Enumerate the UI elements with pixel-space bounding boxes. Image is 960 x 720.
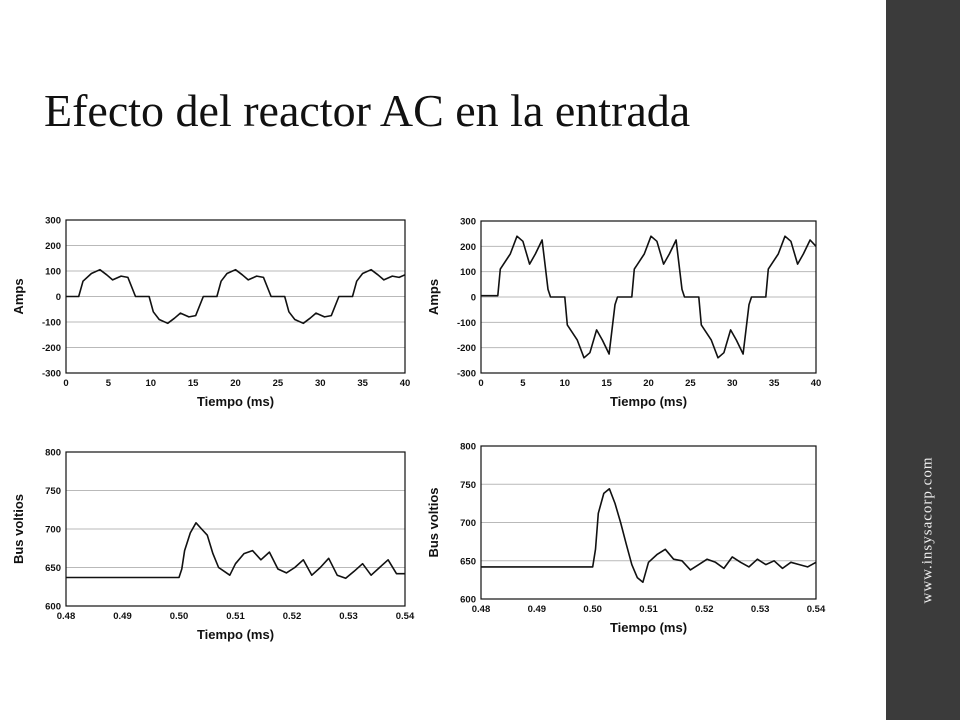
y-axis-label: Amps [11, 278, 26, 314]
slide-title: Efecto del reactor AC en la entrada [44, 85, 691, 136]
y-tick-label: 300 [45, 216, 61, 227]
y-tick-label: 800 [460, 442, 476, 453]
x-tick-label: 0.50 [170, 611, 189, 622]
x-tick-label: 15 [601, 378, 612, 389]
x-tick-label: 0.53 [339, 611, 358, 622]
x-axis-label: Tiempo (ms) [610, 620, 687, 635]
x-tick-label: 10 [559, 378, 570, 389]
x-tick-label: 5 [520, 378, 526, 389]
x-tick-label: 0.49 [528, 604, 547, 615]
x-tick-label: 40 [811, 378, 822, 389]
x-axis-label: Tiempo (ms) [197, 394, 274, 409]
y-tick-label: 700 [45, 525, 61, 536]
x-tick-label: 0 [63, 378, 68, 389]
series-line [481, 487, 817, 583]
x-tick-label: 0.53 [751, 604, 770, 615]
y-tick-label: -300 [42, 369, 61, 380]
x-tick-label: 0.51 [226, 611, 245, 622]
x-tick-label: 0.49 [113, 611, 132, 622]
y-tick-label: 0 [471, 293, 476, 304]
y-tick-label: -300 [457, 369, 476, 380]
series-line [66, 268, 406, 325]
x-tick-label: 0.52 [695, 604, 714, 615]
y-axis-label: Amps [426, 279, 441, 315]
series-line [66, 522, 405, 580]
y-tick-label: 700 [460, 518, 476, 529]
y-tick-label: 0 [56, 292, 61, 303]
x-tick-label: 0.50 [583, 604, 602, 615]
y-tick-label: 750 [460, 480, 476, 491]
y-tick-label: 600 [45, 602, 61, 613]
sidebar [886, 0, 960, 720]
y-tick-label: 100 [460, 267, 476, 278]
x-tick-label: 30 [727, 378, 738, 389]
y-tick-label: -100 [457, 318, 476, 329]
x-axis-label: Tiempo (ms) [197, 627, 274, 642]
x-tick-label: 0 [478, 378, 483, 389]
x-tick-label: 40 [400, 378, 411, 389]
x-tick-label: 5 [106, 378, 112, 389]
x-tick-label: 0.54 [396, 611, 415, 622]
y-tick-label: 800 [45, 448, 61, 459]
y-tick-label: -200 [42, 343, 61, 354]
y-axis-label: Bus voltios [426, 487, 441, 557]
x-tick-label: 35 [357, 378, 368, 389]
y-tick-label: -100 [42, 318, 61, 329]
plot-frame [480, 445, 817, 600]
x-tick-label: 0.52 [283, 611, 302, 622]
y-tick-label: 600 [460, 595, 476, 606]
x-tick-label: 0.48 [57, 611, 76, 622]
y-tick-label: 650 [45, 563, 61, 574]
x-tick-label: 20 [643, 378, 654, 389]
series-line [481, 235, 817, 359]
x-axis-label: Tiempo (ms) [610, 394, 687, 409]
plot-frame [480, 220, 817, 374]
x-tick-label: 0.51 [639, 604, 658, 615]
y-tick-label: 200 [45, 241, 61, 252]
x-tick-label: 25 [685, 378, 696, 389]
plot-frame [65, 451, 406, 607]
y-tick-label: 650 [460, 556, 476, 567]
x-tick-label: 0.48 [472, 604, 491, 615]
x-tick-label: 30 [315, 378, 326, 389]
y-tick-label: 300 [460, 217, 476, 228]
x-tick-label: 25 [273, 378, 284, 389]
y-tick-label: 200 [460, 242, 476, 253]
x-tick-label: 35 [769, 378, 780, 389]
y-tick-label: -200 [457, 343, 476, 354]
sidebar-url: www.insysacorp.com [919, 456, 936, 604]
x-tick-label: 10 [145, 378, 156, 389]
y-tick-label: 750 [45, 486, 61, 497]
y-axis-label: Bus voltios [11, 494, 26, 564]
x-tick-label: 0.54 [807, 604, 826, 615]
x-tick-label: 20 [230, 378, 241, 389]
y-tick-label: 100 [45, 267, 61, 278]
x-tick-label: 15 [188, 378, 199, 389]
